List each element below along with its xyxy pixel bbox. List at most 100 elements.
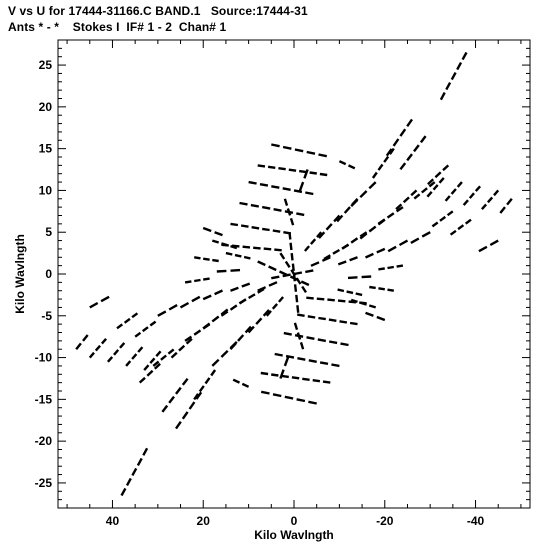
uv-sample xyxy=(385,148,393,157)
uv-sample xyxy=(306,296,314,300)
uv-sample xyxy=(234,253,242,258)
uv-track xyxy=(449,218,472,236)
uv-sample xyxy=(88,351,95,359)
uv-sample xyxy=(368,225,377,233)
uv-sample xyxy=(388,147,395,155)
uv-sample xyxy=(346,290,354,295)
uv-sample xyxy=(369,285,376,290)
uv-track xyxy=(221,243,282,252)
uv-sample xyxy=(305,269,314,274)
uv-track xyxy=(399,135,427,171)
uv-sample xyxy=(161,404,169,413)
uv-sample xyxy=(268,265,277,272)
uv-sample xyxy=(281,374,289,379)
uv-sample xyxy=(293,271,303,276)
uv-sample xyxy=(106,356,114,363)
uv-sample xyxy=(274,352,283,357)
uv-sample xyxy=(242,245,251,249)
uv-sample xyxy=(230,222,239,227)
uv-sample xyxy=(243,255,251,260)
uv-sample xyxy=(399,162,407,171)
uv-sample xyxy=(359,301,367,306)
uv-sample xyxy=(211,315,220,323)
uv-sample xyxy=(332,248,341,255)
uv-sample xyxy=(462,199,469,206)
uv-sample xyxy=(444,195,451,202)
uv-sample xyxy=(131,467,138,476)
uv-sample xyxy=(271,143,280,148)
uv-sample xyxy=(131,312,139,319)
uv-track xyxy=(247,309,270,334)
uv-track xyxy=(232,378,250,388)
uv-sample xyxy=(220,308,229,316)
uv-track-marks xyxy=(75,51,513,497)
uv-sample xyxy=(202,294,212,301)
uv-sample xyxy=(240,224,249,228)
y-tick-label: -5 xyxy=(41,309,52,323)
uv-track xyxy=(439,51,468,101)
uv-sample xyxy=(241,382,250,388)
uv-sample xyxy=(297,357,306,361)
uv-sample xyxy=(188,401,196,410)
uv-sample xyxy=(296,305,300,313)
uv-sample xyxy=(193,329,202,336)
uv-sample xyxy=(292,273,296,282)
uv-sample xyxy=(262,309,270,317)
uv-sample xyxy=(468,192,475,199)
uv-sample xyxy=(137,346,144,353)
uv-sample xyxy=(221,242,229,247)
uv-track xyxy=(478,239,499,253)
uv-sample xyxy=(378,287,385,291)
uv-sample xyxy=(325,223,333,231)
uv-sample xyxy=(355,292,363,297)
uv-track xyxy=(279,252,308,294)
uv-sample xyxy=(152,360,160,367)
uv-sample xyxy=(138,376,146,384)
uv-sample xyxy=(337,260,347,266)
uv-track xyxy=(288,232,300,313)
uv-sample xyxy=(426,191,433,198)
uv-sample xyxy=(195,391,203,400)
uv-sample xyxy=(272,393,282,398)
uv-track xyxy=(202,226,223,237)
uv-sample xyxy=(456,62,463,71)
uv-sample xyxy=(283,356,290,367)
uv-sample xyxy=(214,231,223,237)
uv-sample xyxy=(318,231,326,239)
uv-sample xyxy=(295,277,302,285)
uv-sample xyxy=(319,361,329,365)
uv-sample xyxy=(434,171,442,179)
uv-track xyxy=(385,118,413,157)
uv-track xyxy=(175,391,203,430)
uv-sample xyxy=(293,322,299,331)
uv-sample xyxy=(210,369,217,377)
uv-track xyxy=(337,288,363,297)
uv-sample xyxy=(336,214,344,223)
uv-sample xyxy=(278,167,286,171)
uv-track xyxy=(350,298,377,309)
uv-sample xyxy=(398,239,409,247)
uv-sample xyxy=(184,335,193,342)
uv-sample xyxy=(153,362,161,370)
uv-sample xyxy=(257,260,266,267)
uv-sample xyxy=(146,369,154,377)
uv-sample xyxy=(368,304,377,309)
y-axis-label: Kilo Wavlngth xyxy=(13,234,27,314)
uv-sample xyxy=(191,295,201,303)
uv-sample xyxy=(489,239,499,247)
uv-sample xyxy=(428,181,436,188)
uv-sample xyxy=(480,203,488,210)
uv-sample xyxy=(284,260,291,268)
uv-sample xyxy=(282,145,292,150)
uv-sample xyxy=(262,227,270,232)
uv-track xyxy=(260,371,331,384)
uv-track xyxy=(431,210,454,228)
uv-sample xyxy=(142,447,149,456)
uv-sample xyxy=(203,277,210,281)
uv-sample xyxy=(211,239,220,244)
uv-sample xyxy=(395,206,404,213)
uv-sample xyxy=(193,393,200,401)
uv-sample xyxy=(229,342,237,351)
uv-sample xyxy=(317,338,327,343)
